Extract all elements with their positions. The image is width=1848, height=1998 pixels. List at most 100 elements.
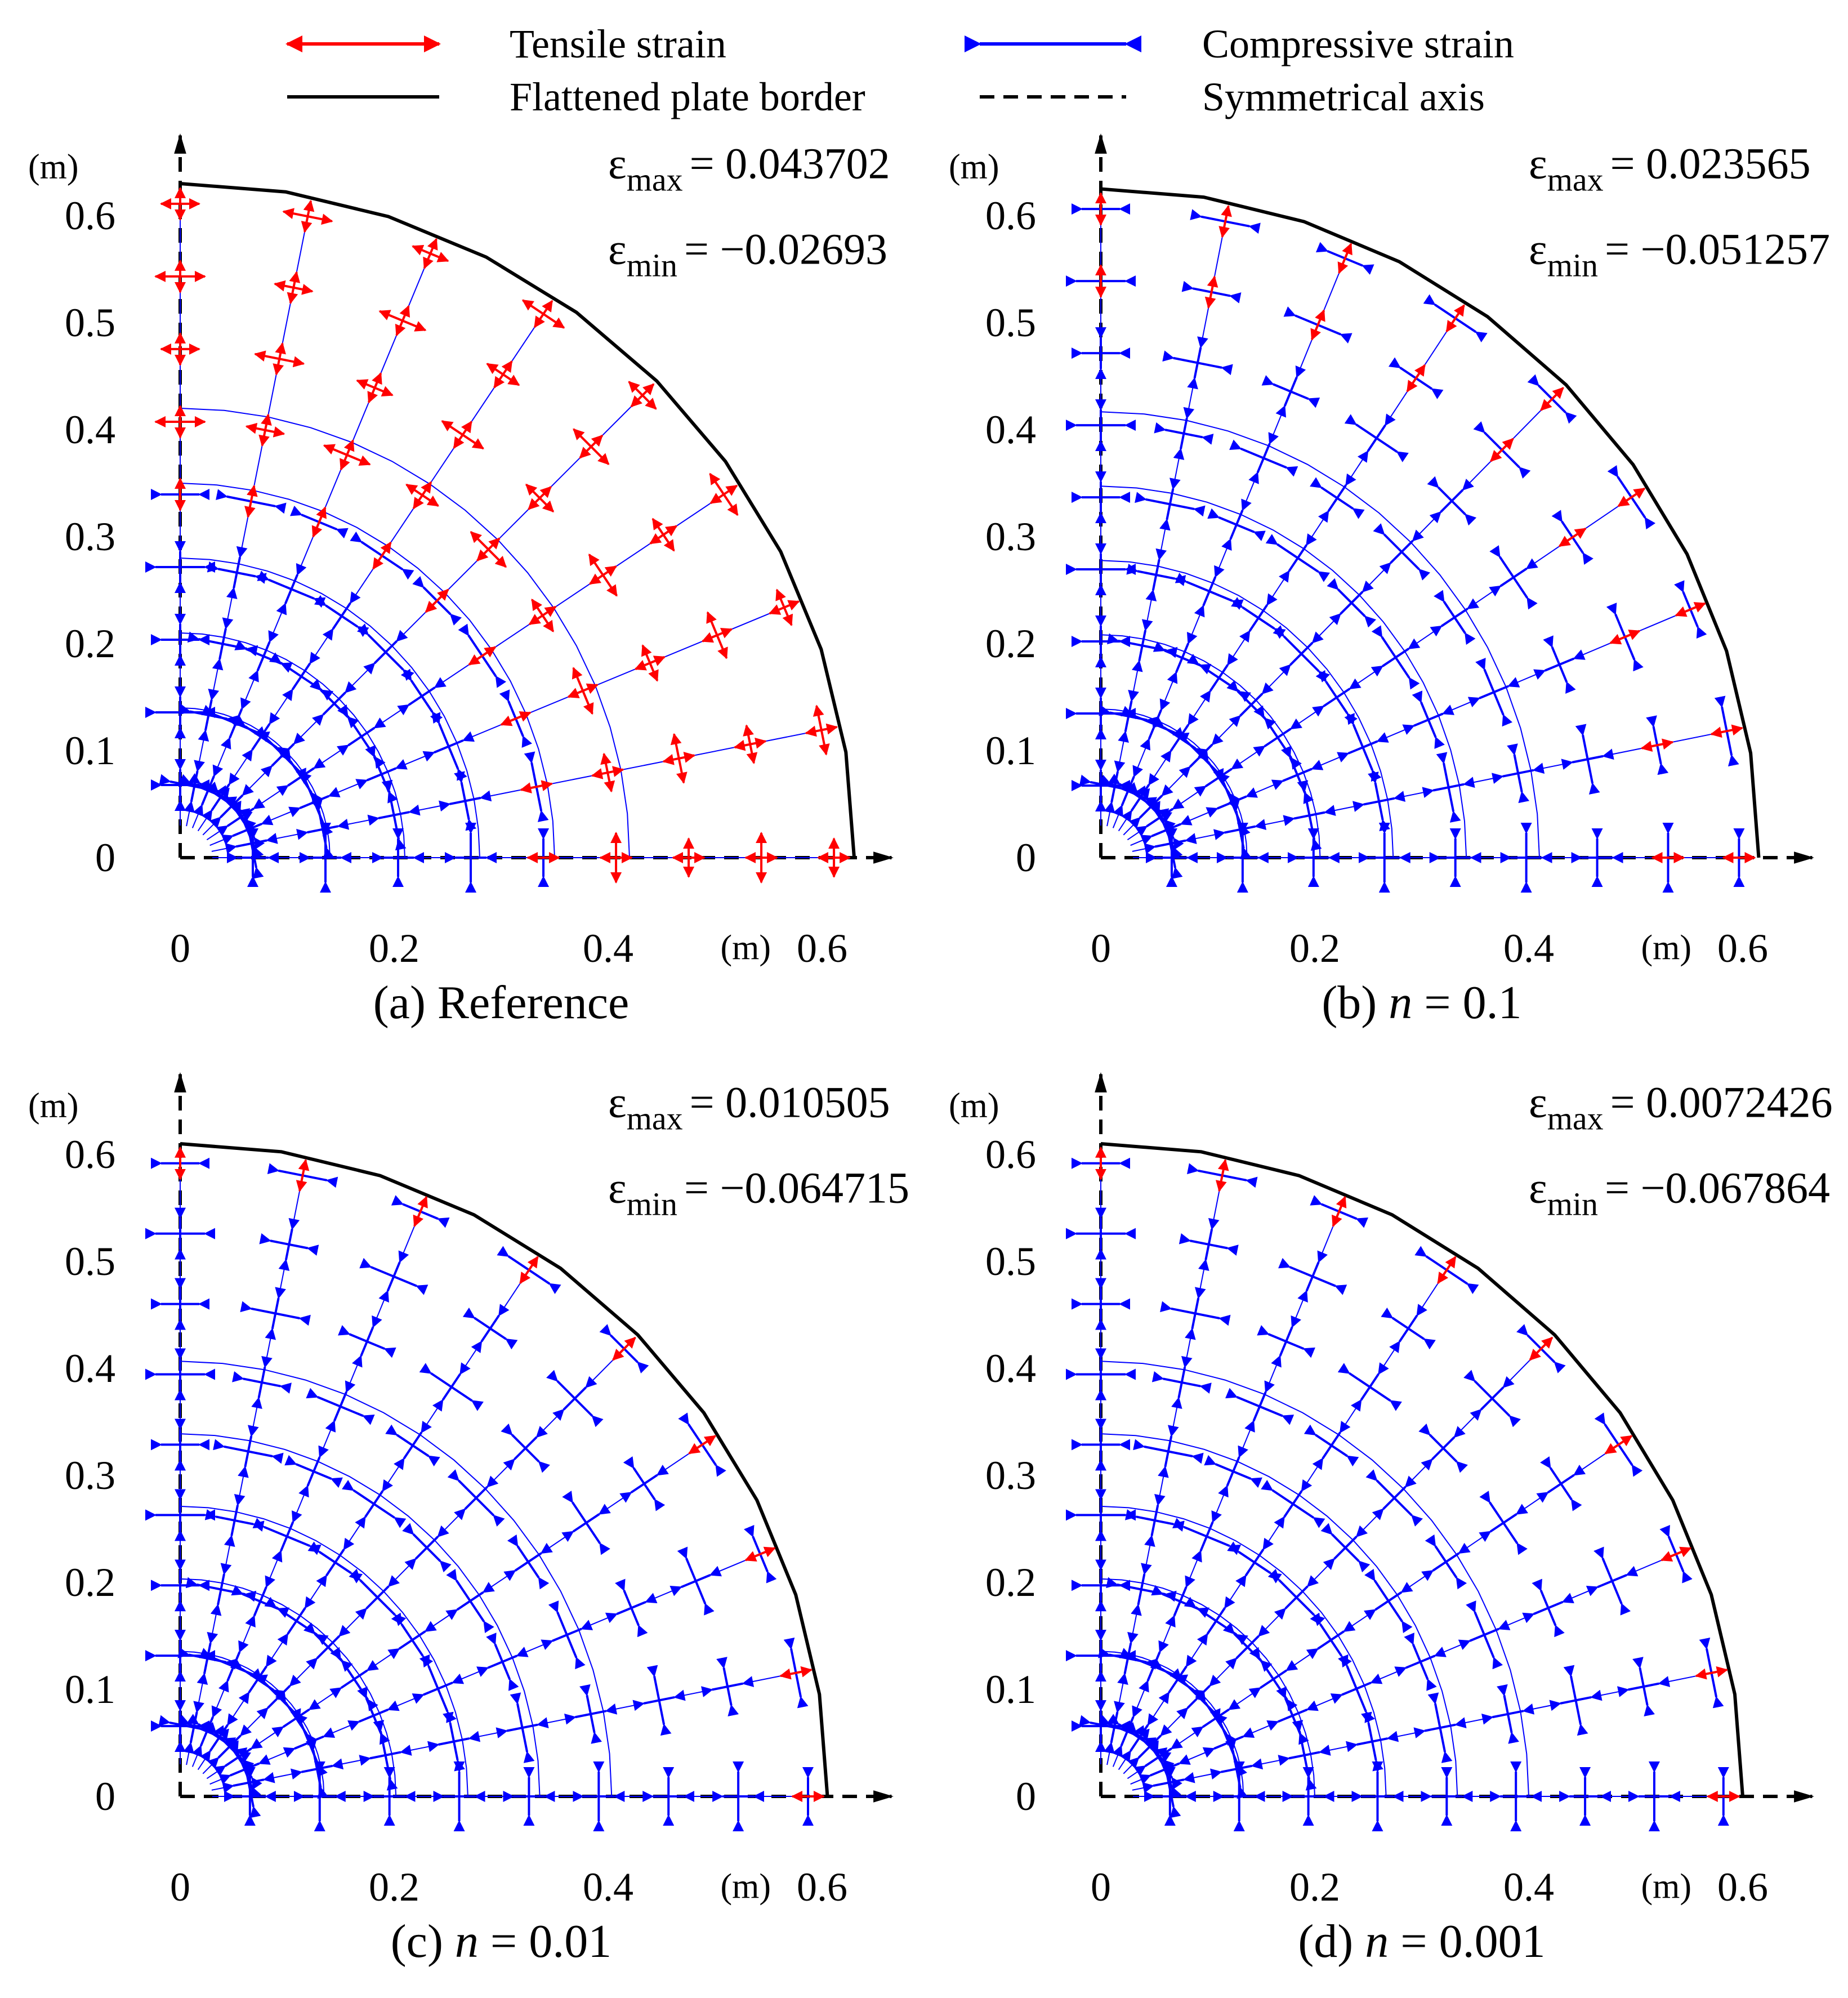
- strain-glyph-radial: [1350, 1362, 1389, 1412]
- strain-glyph-radial: [210, 1563, 232, 1616]
- strain-glyph-radial: [283, 1727, 336, 1758]
- strain-glyph-radial: [1204, 275, 1218, 309]
- x-tick-label: 0.6: [797, 1865, 847, 1910]
- strain-glyph-radial: [1278, 1745, 1331, 1766]
- mesh-radial-line: [1112, 1211, 1340, 1767]
- x-tick-label: 0.6: [1717, 926, 1768, 971]
- y-axis-unit: (m): [949, 1087, 999, 1125]
- y-tick-label: 0.5: [985, 1239, 1036, 1284]
- y-tick-label: 0.4: [65, 407, 115, 452]
- strain-glyph-radial: [322, 591, 361, 641]
- strain-glyph-radial: [1363, 1582, 1413, 1620]
- y-tick-label: 0.5: [65, 1239, 115, 1284]
- strain-glyph-radial: [1191, 1510, 1222, 1563]
- strain-glyph-radial: [282, 652, 320, 701]
- strain-glyph-radial: [1337, 243, 1352, 274]
- x-tick-label: 0.4: [1503, 926, 1554, 971]
- strain-glyph-radial: [1437, 1256, 1457, 1285]
- strain-glyph-radial: [212, 617, 234, 671]
- strain-glyph-radial: [378, 1250, 409, 1303]
- y-tick-label: 0.3: [985, 1453, 1036, 1498]
- strain-glyph-radial: [1372, 1475, 1417, 1520]
- strain-glyph-radial: [1215, 1158, 1229, 1192]
- y-tick-label: 0.6: [65, 193, 115, 238]
- strain-glyph-radial: [412, 1673, 465, 1704]
- strain-glyph-radial: [394, 1421, 432, 1470]
- panel-caption: (d) n = 0.001: [1298, 1915, 1545, 1968]
- strain-glyph-radial: [1445, 304, 1465, 333]
- y-tick-label: 0.2: [985, 621, 1036, 666]
- strain-glyph-radial: [561, 1504, 611, 1542]
- strain-glyph-radial: [1549, 1689, 1603, 1711]
- strain-glyph-radial: [1198, 1217, 1220, 1271]
- strain-glyph-radial: [591, 766, 624, 779]
- mesh-radial-line: [197, 314, 544, 832]
- y-tick-label: 0.5: [985, 300, 1036, 345]
- strain-glyph-radial: [1271, 1315, 1301, 1368]
- y-axis-unit: (m): [28, 1087, 79, 1125]
- panel-b: 0 0.1 0.2 0.3 0.4 0.5 0.6 0 0.2 0.4 0.6 (m) (m) εmax =…: [949, 133, 1830, 1029]
- strain-glyph-radial: [1266, 1700, 1319, 1731]
- strain-glyph-radial: [1422, 777, 1475, 798]
- strain-glyph-radial: [1173, 407, 1195, 460]
- mesh-radial-line: [206, 494, 724, 841]
- strain-glyph-radial: [1481, 1703, 1535, 1725]
- strain-glyph-radial: [1402, 704, 1455, 735]
- eps-max-annotation: εmax = 0.023565: [1529, 139, 1811, 198]
- strain-glyph-radial: [1167, 631, 1198, 684]
- legend: Tensile strain Compressive strain Flatte…: [285, 21, 1514, 119]
- mesh-radial-line: [209, 606, 785, 846]
- strain-glyph-radial: [1139, 1640, 1169, 1693]
- mesh-radial-line: [1118, 318, 1456, 832]
- strain-glyph-radial: [1470, 1376, 1515, 1421]
- strain-glyph-radial: [287, 271, 301, 305]
- strain-glyph-radial: [248, 630, 279, 683]
- eps-max-annotation: εmax = 0.0072426: [1529, 1078, 1833, 1137]
- strain-glyph-radial: [245, 1575, 276, 1628]
- strain-glyph-radial: [454, 1475, 499, 1520]
- strain-glyph-radial: [1430, 598, 1480, 637]
- y-tick-label: 0: [95, 1774, 115, 1819]
- strain-glyph-radial: [1131, 1563, 1152, 1616]
- eps-max-annotation: εmax = 0.043702: [608, 139, 890, 198]
- mesh-radial-line: [1132, 1672, 1712, 1791]
- strain-glyph-radial: [1540, 387, 1564, 411]
- strain-glyph-radial: [427, 1731, 481, 1752]
- y-tick-label: 0.6: [985, 1132, 1036, 1177]
- x-axis-unit: (m): [721, 929, 771, 967]
- eps-min-annotation: εmin = −0.064715: [608, 1163, 909, 1223]
- strain-glyph-radial: [395, 305, 410, 337]
- legend-compressive-label: Compressive strain: [1202, 21, 1514, 66]
- strain-glyph-radial: [1278, 533, 1317, 583]
- strain-glyph-radial: [306, 1625, 351, 1670]
- y-tick-label: 0.4: [985, 1346, 1036, 1391]
- legend-border-label: Flattened plate border: [510, 74, 865, 119]
- strain-glyph-radial: [476, 1647, 529, 1677]
- strain-glyph-radial: [277, 1596, 316, 1646]
- strain-glyph-radial: [340, 439, 355, 471]
- strain-glyph-radial: [1275, 365, 1306, 418]
- y-tick-label: 0.4: [65, 1346, 115, 1391]
- strain-glyph-radial: [1206, 787, 1258, 818]
- strain-glyph-radial: [278, 1217, 300, 1271]
- strain-glyph-radial: [224, 1493, 245, 1547]
- strain-glyph-radial: [325, 1380, 356, 1433]
- strain-glyph-radial: [1490, 438, 1514, 462]
- strain-glyph-radial: [1140, 698, 1171, 751]
- x-tick-label: 0.2: [1289, 1865, 1340, 1910]
- panel-a: 0 0.1 0.2 0.3 0.4 0.5 0.6 0 0.2 0.4 0.6 (m) (m) εmax =…: [28, 133, 894, 1029]
- strain-glyph-radial: [779, 1666, 813, 1680]
- y-tick-label: 0.2: [65, 1560, 115, 1605]
- strain-glyph-radial: [579, 434, 604, 459]
- strain-glyph-radial: [567, 683, 599, 698]
- strain-glyph-radial: [387, 1621, 437, 1660]
- strain-glyph-radial: [404, 1525, 449, 1570]
- strain-glyph-radial: [372, 541, 392, 570]
- mesh-radial-line: [1123, 1348, 1542, 1774]
- x-axis-unit: (m): [1641, 1867, 1692, 1906]
- y-tick-label: 0.4: [985, 407, 1036, 452]
- strain-glyph-radial: [768, 600, 800, 615]
- strain-glyph-radial: [468, 646, 497, 666]
- strain-glyph-radial: [605, 1593, 658, 1624]
- y-tick-label: 0.2: [65, 621, 115, 666]
